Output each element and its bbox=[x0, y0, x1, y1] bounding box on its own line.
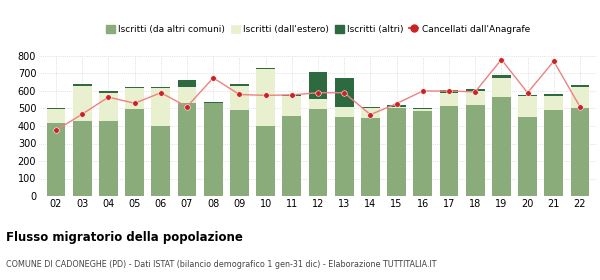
Bar bbox=[99, 121, 118, 196]
Bar bbox=[204, 103, 223, 196]
Bar bbox=[361, 118, 380, 196]
Bar bbox=[283, 95, 301, 96]
Bar bbox=[335, 117, 353, 196]
Bar bbox=[73, 86, 92, 121]
Bar bbox=[387, 108, 406, 196]
Bar bbox=[492, 78, 511, 97]
Bar bbox=[178, 80, 196, 87]
Bar bbox=[283, 96, 301, 116]
Bar bbox=[466, 105, 485, 196]
Bar bbox=[178, 103, 196, 196]
Bar bbox=[283, 116, 301, 196]
Bar bbox=[413, 108, 432, 109]
Bar bbox=[99, 93, 118, 121]
Bar bbox=[387, 107, 406, 108]
Bar bbox=[518, 96, 537, 117]
Bar bbox=[335, 78, 353, 107]
Bar bbox=[73, 121, 92, 196]
Bar bbox=[151, 87, 170, 88]
Bar bbox=[440, 90, 458, 93]
Bar bbox=[125, 88, 144, 109]
Bar bbox=[492, 97, 511, 196]
Bar bbox=[544, 96, 563, 110]
Bar bbox=[125, 109, 144, 196]
Bar bbox=[99, 91, 118, 93]
Text: Flusso migratorio della popolazione: Flusso migratorio della popolazione bbox=[6, 231, 243, 244]
Bar bbox=[230, 110, 249, 196]
Bar bbox=[571, 87, 589, 108]
Bar bbox=[413, 111, 432, 196]
Bar bbox=[151, 88, 170, 126]
Bar bbox=[571, 108, 589, 196]
Bar bbox=[47, 108, 65, 109]
Bar bbox=[492, 75, 511, 78]
Bar bbox=[544, 94, 563, 96]
Bar bbox=[125, 87, 144, 88]
Bar bbox=[230, 84, 249, 86]
Bar bbox=[151, 126, 170, 196]
Bar bbox=[466, 89, 485, 91]
Bar bbox=[413, 109, 432, 111]
Bar bbox=[387, 105, 406, 107]
Bar bbox=[204, 102, 223, 103]
Bar bbox=[256, 68, 275, 69]
Bar bbox=[440, 93, 458, 106]
Bar bbox=[73, 84, 92, 86]
Bar bbox=[230, 86, 249, 110]
Bar bbox=[571, 85, 589, 87]
Bar bbox=[361, 108, 380, 118]
Bar bbox=[518, 95, 537, 96]
Bar bbox=[466, 91, 485, 105]
Bar bbox=[440, 106, 458, 196]
Bar bbox=[47, 123, 65, 196]
Bar bbox=[178, 87, 196, 103]
Bar bbox=[47, 109, 65, 123]
Legend: Iscritti (da altri comuni), Iscritti (dall'estero), Iscritti (altri), Cancellati: Iscritti (da altri comuni), Iscritti (da… bbox=[102, 21, 534, 38]
Bar bbox=[256, 69, 275, 126]
Bar bbox=[544, 110, 563, 196]
Bar bbox=[518, 117, 537, 196]
Text: COMUNE DI CADONEGHE (PD) - Dati ISTAT (bilancio demografico 1 gen-31 dic) - Elab: COMUNE DI CADONEGHE (PD) - Dati ISTAT (b… bbox=[6, 260, 437, 269]
Bar bbox=[308, 109, 328, 196]
Bar bbox=[361, 107, 380, 108]
Bar bbox=[335, 107, 353, 117]
Bar bbox=[256, 126, 275, 196]
Bar bbox=[308, 72, 328, 99]
Bar bbox=[308, 99, 328, 109]
